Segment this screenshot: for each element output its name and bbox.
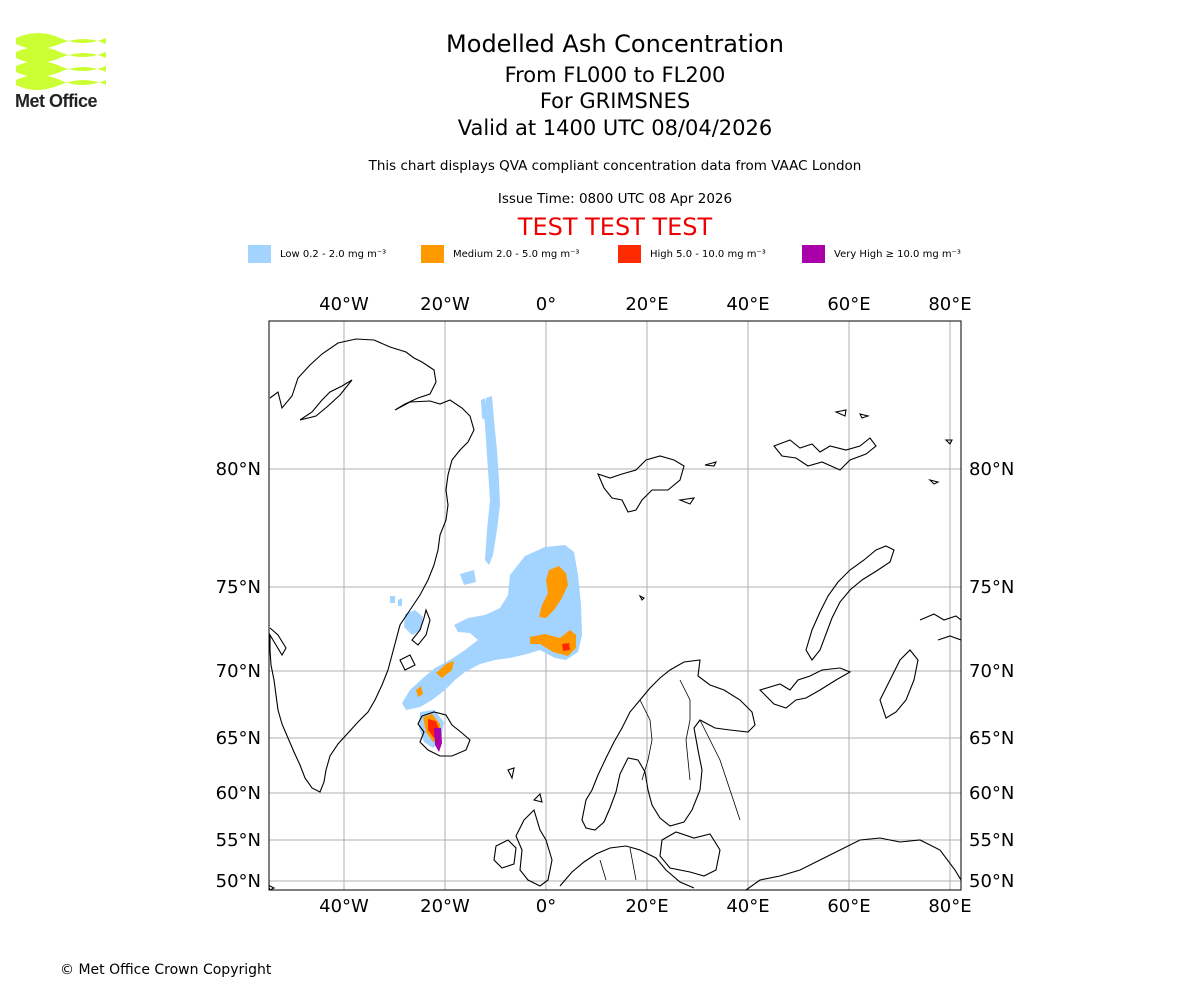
novaya-zemlya-coast [805, 545, 895, 661]
lat-tick: 75°N [969, 577, 1014, 598]
lat-tick: 75°N [216, 577, 261, 598]
lon-tick: 0° [536, 896, 556, 917]
lat-tick: 70°N [216, 661, 261, 682]
lat-tick: 60°N [216, 783, 261, 804]
lon-tick: 20°W [420, 294, 470, 315]
lat-tick: 50°N [969, 871, 1014, 892]
lat-tick: 65°N [216, 728, 261, 749]
lon-tick: 0° [536, 294, 556, 315]
compliance-note: This chart displays QVA compliant concen… [368, 158, 862, 174]
greenland-coast [269, 338, 475, 793]
coastlines [269, 338, 961, 890]
issue-time: Issue Time: 0800 UTC 08 Apr 2026 [497, 191, 733, 207]
lon-tick: 40°E [726, 294, 769, 315]
legend-item-very-high: Very High ≥ 10.0 mg m⁻³ [802, 244, 961, 264]
lon-tick: 60°E [827, 896, 870, 917]
lat-tick: 60°N [969, 783, 1014, 804]
legend-label-low: Low 0.2 - 2.0 mg m⁻³ [280, 248, 387, 260]
lon-tick: 80°E [928, 294, 971, 315]
legend-swatch-medium [421, 245, 444, 263]
lat-tick: 80°N [216, 459, 261, 480]
lat-tick: 55°N [969, 830, 1014, 851]
valid-time: Valid at 1400 UTC 08/04/2026 [457, 116, 773, 140]
british-isles-coast [515, 808, 553, 887]
lat-tick: 65°N [969, 728, 1014, 749]
svalbard-coast [597, 455, 685, 513]
lon-tick: 60°E [827, 294, 870, 315]
lon-tick: 40°W [319, 294, 369, 315]
logo-wordmark: Met Office [15, 91, 98, 111]
scandinavia-coast [581, 659, 756, 831]
lat-ticks-left: 80°N 75°N 70°N 65°N 60°N 55°N 50°N [216, 459, 261, 892]
map-frame [268, 320, 962, 891]
lat-tick: 80°N [969, 459, 1014, 480]
lon-tick: 20°E [625, 896, 668, 917]
legend-swatch-very-high [802, 245, 825, 263]
lon-tick: 20°W [420, 896, 470, 917]
legend-item-high: High 5.0 - 10.0 mg m⁻³ [618, 244, 766, 264]
iceland-coast [417, 711, 471, 757]
legend-label-medium: Medium 2.0 - 5.0 mg m⁻³ [453, 248, 580, 260]
legend-swatch-low [248, 245, 271, 263]
lon-tick: 20°E [625, 294, 668, 315]
legend-item-medium: Medium 2.0 - 5.0 mg m⁻³ [421, 244, 579, 264]
lat-tick: 55°N [216, 830, 261, 851]
flight-level-range: From FL000 to FL200 [504, 63, 726, 87]
copyright-notice: © Met Office Crown Copyright [60, 962, 272, 978]
lon-tick: 40°E [726, 896, 769, 917]
map-gridlines [269, 321, 961, 890]
legend-label-high: High 5.0 - 10.0 mg m⁻³ [650, 248, 766, 260]
lon-tick: 80°E [928, 896, 971, 917]
legend-label-very-high: Very High ≥ 10.0 mg m⁻³ [834, 248, 961, 260]
lat-tick: 50°N [216, 871, 261, 892]
met-office-logo-icon [16, 33, 106, 90]
ash-very-high-region [434, 728, 442, 752]
lat-tick: 70°N [969, 661, 1014, 682]
lon-tick: 40°W [319, 896, 369, 917]
volcano-name: For GRIMSNES [539, 89, 691, 113]
lat-ticks-right: 80°N 75°N 70°N 65°N 60°N 55°N 50°N [969, 459, 1014, 892]
chart-title: Modelled Ash Concentration [446, 30, 784, 58]
legend-item-low: Low 0.2 - 2.0 mg m⁻³ [248, 244, 386, 264]
test-banner: TEST TEST TEST [517, 213, 713, 241]
country-borders [599, 679, 741, 881]
legend-swatch-high [618, 245, 641, 263]
lon-ticks-top: 40°W 20°W 0° 20°E 40°E 60°E 80°E [319, 294, 971, 315]
lon-ticks-bottom: 40°W 20°W 0° 20°E 40°E 60°E 80°E [319, 896, 971, 917]
